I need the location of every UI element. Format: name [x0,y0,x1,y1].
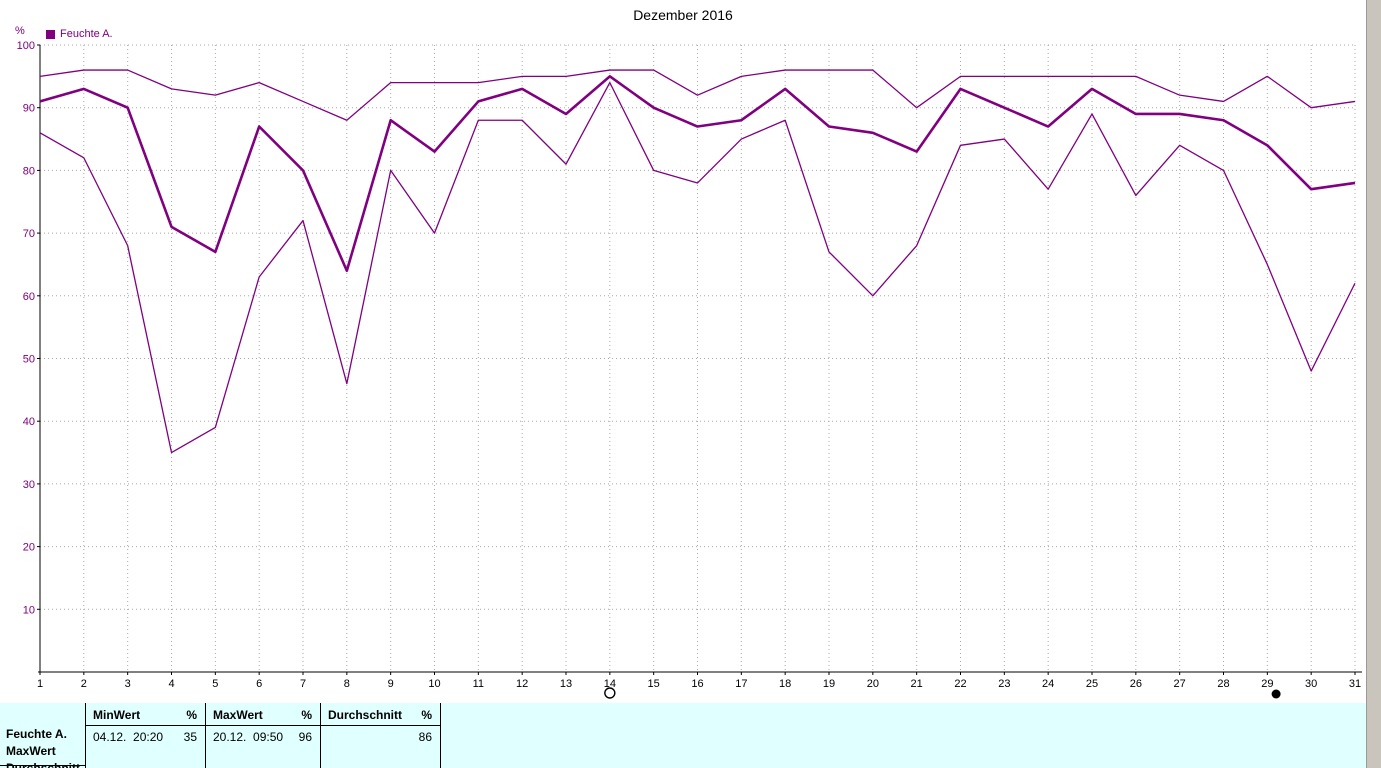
minwert-header: MinWert [93,708,141,722]
legend: Feuchte A. [46,28,113,40]
x-tick-label: 31 [1349,678,1361,690]
minwert-value: 35 [183,730,197,744]
x-tick-label: 26 [1130,678,1142,690]
x-tick-label: 29 [1261,678,1273,690]
x-tick-label: 19 [823,678,835,690]
y-tick-label: 90 [23,103,35,115]
stats-table: Feuchte A. MaxWert Durchschnitt MinWert … [0,703,1366,768]
x-tick-label: 1 [37,678,43,690]
x-tick-label: 14 [604,678,616,690]
durchschnitt-header-row: Durchschnitt % [321,703,440,726]
scrollbar[interactable] [1366,0,1381,768]
legend-label: Feuchte A. [60,28,113,40]
x-tick-label: 25 [1086,678,1098,690]
x-tick-label: 27 [1174,678,1186,690]
x-tick-label: 16 [691,678,703,690]
open-circle-marker-icon [604,687,616,699]
filled-circle-marker-icon [1271,689,1281,699]
maxwert-unit: % [301,708,312,722]
y-tick-label: 20 [23,542,35,554]
y-tick-label: 40 [23,416,35,428]
y-tick-label: 30 [23,479,35,491]
x-tick-label: 22 [954,678,966,690]
x-tick-label: 17 [735,678,747,690]
x-tick-label: 8 [344,678,350,690]
y-tick-label: 70 [23,228,35,240]
minwert-header-row: MinWert % [86,703,205,726]
x-tick-label: 18 [779,678,791,690]
y-tick-label: 50 [23,354,35,366]
durchschnitt-group: Durchschnitt % 86 [320,703,441,768]
durchschnitt-unit: % [421,708,432,722]
maxwert-datetime: 20.12. 09:50 [213,730,284,744]
x-tick-label: 12 [516,678,528,690]
y-tick-label: 100 [17,40,35,52]
durchschnitt-data-row: 86 [321,726,440,744]
x-tick-label: 7 [300,678,306,690]
x-tick-label: 30 [1305,678,1317,690]
x-tick-label: 3 [125,678,131,690]
maxwert-header: MaxWert [213,708,263,722]
x-tick-label: 5 [212,678,218,690]
x-tick-label: 28 [1217,678,1229,690]
minwert-datetime: 04.12. 20:20 [93,730,164,744]
series-maximum [39,69,1356,121]
maxwert-row-label: MaxWert [6,744,56,758]
y-tick-label: 80 [23,165,35,177]
y-tick-label: 60 [23,291,35,303]
durchschnitt-header: Durchschnitt [328,708,403,722]
series-minimum [39,81,1356,454]
x-tick-label: 9 [388,678,394,690]
x-tick-label: 6 [256,678,262,690]
chart-title: Dezember 2016 [633,7,733,23]
y-axis-unit-label: % [15,25,25,37]
minwert-data-row: 04.12. 20:20 35 [86,726,205,744]
x-tick-label: 11 [473,678,484,690]
durchschnitt-value: 86 [418,730,432,744]
series-row-label: Feuchte A. [6,727,67,741]
minwert-unit: % [186,708,197,722]
x-tick-label: 2 [81,678,87,690]
x-tick-label: 21 [911,678,923,690]
x-tick-label: 4 [168,678,174,690]
x-tick-label: 10 [428,678,440,690]
maxwert-group: MaxWert % 20.12. 09:50 96 [205,703,320,768]
legend-swatch-icon [46,29,55,39]
minwert-group: MinWert % 04.12. 20:20 35 [85,703,205,768]
x-tick-label: 13 [560,678,572,690]
table-divider [0,765,86,766]
y-tick-label: 10 [23,604,35,616]
x-tick-label: 23 [998,678,1010,690]
x-tick-label: 24 [1042,678,1054,690]
x-tick-label: 15 [648,678,660,690]
x-tick-label: 20 [867,678,879,690]
maxwert-header-row: MaxWert % [206,703,320,726]
durchschnitt-row-label: Durchschnitt [6,761,81,768]
maxwert-data-row: 20.12. 09:50 96 [206,726,320,744]
maxwert-value: 96 [298,730,312,744]
series-durchschnitt [39,75,1356,273]
